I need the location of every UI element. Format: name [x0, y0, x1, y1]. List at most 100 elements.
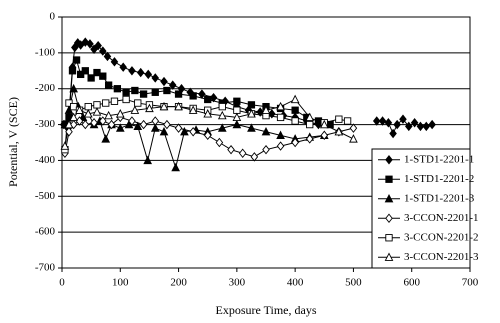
marker [75, 116, 84, 126]
marker [233, 106, 241, 114]
marker [203, 109, 213, 118]
marker [334, 126, 344, 136]
marker [188, 105, 198, 114]
marker [110, 57, 119, 67]
marker [128, 116, 136, 126]
marker [372, 116, 381, 126]
marker [159, 101, 169, 111]
marker [110, 97, 119, 105]
marker [232, 112, 242, 122]
y-tick-label: -200 [35, 82, 56, 94]
marker [143, 155, 153, 165]
marker [174, 101, 183, 111]
marker [122, 95, 130, 104]
marker [261, 126, 271, 136]
marker [256, 107, 264, 117]
marker [349, 123, 358, 133]
marker [65, 127, 73, 137]
marker [384, 118, 393, 128]
marker [159, 126, 169, 136]
marker [335, 115, 343, 123]
marker [107, 119, 116, 130]
marker [416, 121, 425, 132]
marker [160, 76, 168, 87]
marker [94, 40, 102, 51]
marker [163, 119, 171, 130]
marker [204, 95, 212, 104]
marker [306, 120, 314, 129]
marker [81, 37, 90, 47]
marker [276, 130, 285, 139]
marker [64, 119, 74, 129]
marker [319, 119, 329, 129]
marker [145, 103, 154, 113]
y-tick-label: -300 [35, 118, 56, 130]
marker [291, 137, 299, 148]
marker [81, 67, 89, 75]
marker [247, 109, 256, 118]
y-tick-label: -700 [35, 262, 56, 274]
marker [102, 99, 110, 107]
marker [261, 105, 271, 114]
marker [69, 83, 78, 93]
marker [99, 46, 107, 56]
marker [320, 130, 329, 141]
marker [384, 252, 394, 261]
marker [378, 116, 387, 126]
marker [247, 101, 256, 109]
marker [349, 134, 358, 143]
marker [86, 39, 94, 49]
marker [151, 88, 159, 96]
marker [134, 99, 142, 107]
marker [291, 106, 299, 114]
marker [305, 112, 315, 122]
marker [180, 126, 189, 136]
marker [72, 56, 81, 64]
x-tick-label: 500 [345, 277, 362, 289]
marker [99, 72, 107, 80]
marker [268, 109, 276, 119]
x-tick-label: 600 [403, 277, 420, 289]
marker [385, 155, 393, 165]
legend-box [371, 148, 471, 269]
marker [122, 88, 130, 96]
marker [139, 119, 148, 130]
legend-label: 3-CCON-2201-1 [404, 212, 479, 224]
marker [198, 89, 206, 99]
y-tick-label: -500 [35, 190, 56, 202]
marker [163, 86, 171, 95]
marker [130, 105, 140, 114]
marker [103, 51, 112, 62]
marker [428, 119, 436, 130]
marker [92, 107, 102, 116]
marker [262, 144, 270, 155]
marker [189, 92, 197, 100]
marker [87, 74, 95, 82]
marker [151, 73, 160, 83]
x-tick-label: 700 [462, 277, 479, 289]
marker [276, 141, 285, 151]
marker [144, 69, 153, 80]
marker [119, 62, 127, 72]
marker [385, 175, 393, 183]
marker [385, 213, 393, 223]
marker [227, 144, 235, 155]
marker [389, 128, 397, 139]
marker [81, 119, 90, 130]
y-tick-label: -600 [35, 226, 56, 238]
x-tick-label: 400 [287, 277, 304, 289]
legend-label: 3-CCON-2201-2 [404, 231, 479, 243]
x-tick-label: 200 [170, 277, 187, 289]
marker [83, 109, 93, 118]
marker [215, 137, 224, 148]
marker [405, 121, 413, 132]
marker [276, 113, 285, 122]
marker [290, 94, 300, 104]
x-tick-label: 0 [59, 277, 65, 289]
marker [217, 123, 227, 132]
marker [171, 162, 180, 172]
marker [75, 105, 84, 114]
marker [68, 67, 77, 75]
marker [422, 121, 431, 132]
x-tick-label: 100 [112, 277, 129, 289]
